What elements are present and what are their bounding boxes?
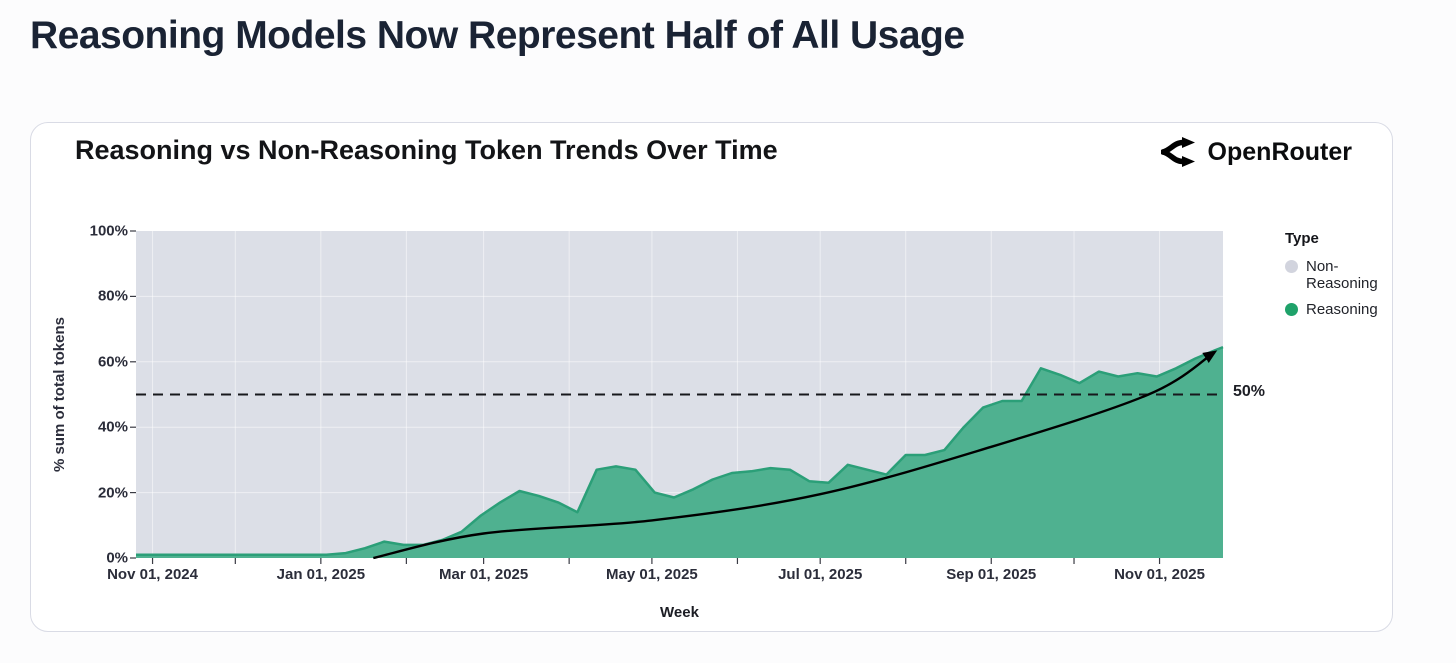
plot-area[interactable] <box>130 230 1224 564</box>
openrouter-brand[interactable]: OpenRouter <box>1160 137 1352 167</box>
reasoning-line <box>136 345 1224 556</box>
openrouter-brand-name: OpenRouter <box>1207 137 1352 166</box>
x-tick-label: Mar 01, 2025 <box>438 566 529 583</box>
x-tick-label: Nov 01, 2024 <box>107 566 198 583</box>
x-tick-label: Nov 01, 2025 <box>1114 566 1205 583</box>
y-tick-label: 100% <box>89 222 128 240</box>
y-tick-label: 20% <box>97 484 128 502</box>
legend-item-non-reasoning[interactable]: Non-Reasoning <box>1285 258 1387 293</box>
legend: Type Non-Reasoning Reasoning <box>1285 230 1387 326</box>
non-reasoning-dot-icon <box>1285 260 1298 273</box>
y-tick-label: 60% <box>97 353 128 371</box>
reasoning-dot-icon <box>1285 302 1298 316</box>
chart-card: Reasoning vs Non-Reasoning Token Trends … <box>30 122 1393 632</box>
x-tick-label: May 01, 2025 <box>606 566 698 583</box>
x-axis-title: Week <box>660 604 699 621</box>
y-tick-label: 40% <box>97 418 128 436</box>
y-axis-ticks: 0% 20% 40% 60% 80% 100% <box>31 223 128 567</box>
legend-item-label: Reasoning <box>1306 300 1378 318</box>
chart-title: Reasoning vs Non-Reasoning Token Trends … <box>75 135 778 165</box>
page-title: Reasoning Models Now Represent Half of A… <box>30 14 965 57</box>
x-tick-label: Jan 01, 2025 <box>276 566 366 583</box>
fifty-percent-label: 50% <box>1233 383 1266 400</box>
legend-item-reasoning[interactable]: Reasoning <box>1285 301 1387 318</box>
openrouter-shuffle-icon <box>1160 137 1197 167</box>
x-tick-label: Jul 01, 2025 <box>778 566 863 583</box>
y-tick-label: 0% <box>106 549 128 567</box>
reasoning-area <box>136 347 1223 558</box>
trend-arrow <box>373 350 1218 560</box>
y-tick-label: 80% <box>97 287 128 305</box>
legend-title: Type <box>1285 230 1319 247</box>
x-tick-label: Sep 01, 2025 <box>946 566 1037 583</box>
legend-item-label: Non-Reasoning <box>1306 258 1378 293</box>
